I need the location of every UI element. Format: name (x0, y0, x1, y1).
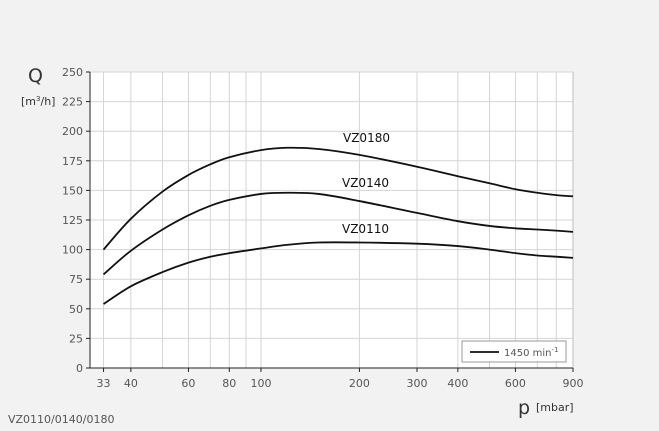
y-tick-label: 200 (62, 125, 83, 138)
x-tick-label: 300 (406, 377, 427, 390)
y-axis-unit: [m3/h] (21, 95, 55, 108)
x-tick-label: 33 (97, 377, 111, 390)
x-axis-unit: [mbar] (536, 401, 574, 414)
x-tick-label: 200 (349, 377, 370, 390)
legend: 1450 min-1 (461, 340, 567, 363)
y-axis-symbol: Q (28, 65, 43, 87)
y-tick-label: 25 (69, 332, 83, 345)
legend-box (461, 340, 567, 363)
x-tick-label: 60 (181, 377, 195, 390)
x-tick-label: 100 (250, 377, 271, 390)
x-tick-label: 80 (222, 377, 236, 390)
y-tick-label: 75 (69, 273, 83, 286)
y-tick-label: 175 (62, 155, 83, 168)
y-tick-label: 100 (62, 244, 83, 257)
y-axis-ticks: 0 25 50 75 100 125 150 175 200 225 250 (62, 66, 90, 375)
x-tick-label: 400 (447, 377, 468, 390)
y-tick-label: 0 (76, 362, 83, 375)
y-tick-label: 225 (62, 96, 83, 109)
legend-label: 1450 min-1 (504, 346, 558, 359)
model-caption: VZ0110/0140/0180 (8, 413, 114, 426)
curve-label-vz0110: VZ0110 (342, 222, 389, 236)
y-tick-label: 150 (62, 184, 83, 197)
curve-vz0180 (102, 146, 574, 251)
x-axis-ticks: 33 40 60 80 100 200 300 400 600 900 (97, 368, 584, 390)
x-tick-label: 40 (124, 377, 138, 390)
x-tick-label: 900 (563, 377, 584, 390)
curves (102, 146, 574, 305)
y-tick-label: 250 (62, 66, 83, 79)
x-axis-symbol: p (518, 397, 530, 419)
y-tick-label: 50 (69, 303, 83, 316)
x-tick-label: 600 (505, 377, 526, 390)
curve-label-vz0140: VZ0140 (342, 176, 389, 190)
curve-label-vz0180: VZ0180 (343, 131, 390, 145)
y-tick-label: 125 (62, 214, 83, 227)
curve-vz0140 (102, 191, 574, 276)
curve-vz0110 (103, 241, 574, 305)
